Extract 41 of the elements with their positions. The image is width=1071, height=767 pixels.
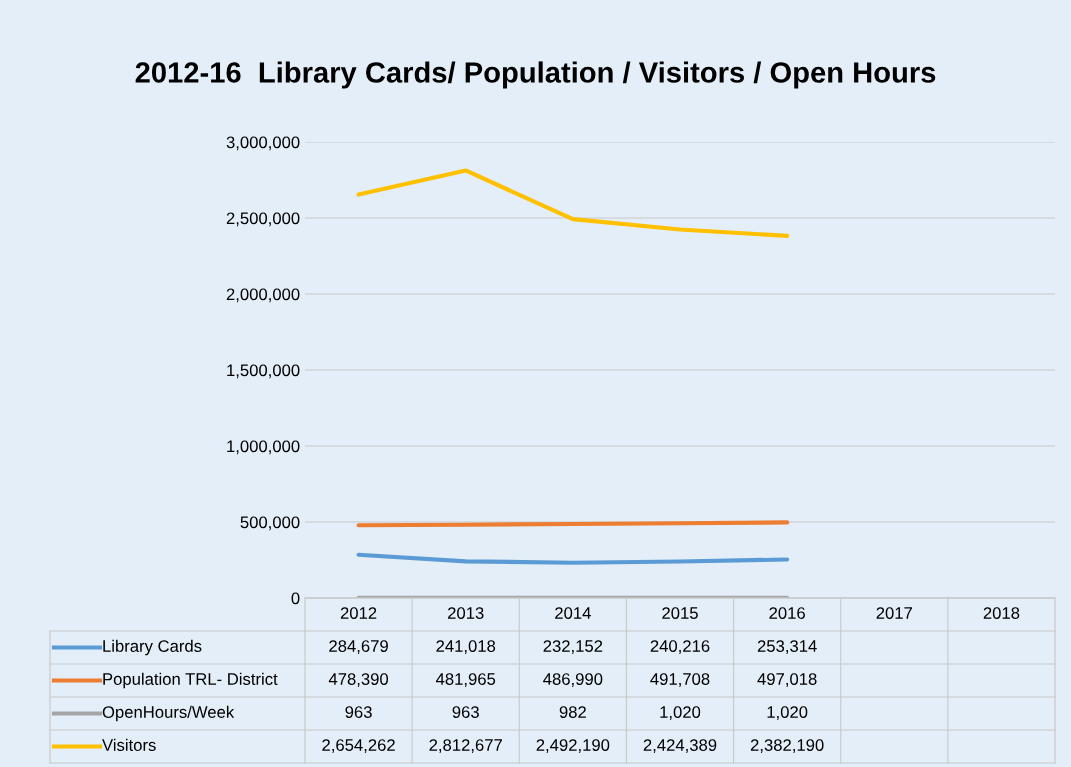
- y-tick-label: 2,000,000: [226, 288, 300, 303]
- x-tick-label: 2015: [662, 607, 698, 619]
- data-label: 241,018: [436, 640, 496, 654]
- line-series: [356, 552, 790, 565]
- data-label: 2,812,677: [429, 739, 502, 753]
- data-label: 284,679: [329, 640, 388, 654]
- y-tick-label: 0: [291, 592, 300, 605]
- data-label: 240,216: [650, 640, 710, 654]
- y-tick-label: 1,000,000: [227, 440, 300, 455]
- data-label: 486,990: [543, 673, 603, 687]
- data-label: 491,708: [650, 673, 710, 687]
- x-tick-label: 2013: [448, 607, 484, 619]
- data-label: 253,314: [757, 640, 817, 654]
- x-tick-label: 2014: [555, 607, 591, 619]
- x-tick-label: 2018: [983, 607, 1020, 619]
- data-label: 963: [345, 706, 372, 718]
- legend-label: Population TRL- District: [103, 672, 278, 689]
- legend-label: Visitors: [102, 738, 156, 751]
- data-label: 1,020: [767, 706, 808, 720]
- x-tick-label: 2017: [876, 607, 912, 619]
- data-label: 2,382,190: [750, 739, 824, 753]
- y-tick-label: 500,000: [240, 516, 300, 531]
- data-label: 497,018: [757, 673, 817, 687]
- data-label: 232,152: [543, 640, 603, 654]
- data-label: 481,965: [435, 673, 496, 687]
- data-label: 963: [452, 706, 479, 718]
- legend-label: Library Cards: [103, 639, 202, 656]
- data-label: 2,492,190: [536, 739, 610, 753]
- data-label: 1,020: [660, 706, 701, 720]
- data-label: 982: [559, 706, 586, 718]
- data-label: 2,424,389: [643, 739, 717, 753]
- y-tick-label: 1,500,000: [227, 364, 300, 379]
- chart-title: 2012-16 Library Cards/ Population / Visitors / Open Hours: [135, 61, 936, 89]
- x-tick-label: 2012: [340, 607, 377, 619]
- line-series: [356, 168, 790, 238]
- legend-label: OpenHours/Week: [102, 705, 235, 722]
- y-tick-label: 2,500,000: [226, 212, 300, 227]
- data-label: 2,654,262: [322, 739, 395, 753]
- y-tick-label: 3,000,000: [226, 136, 300, 151]
- x-tick-label: 2016: [769, 607, 805, 619]
- data-label: 478,390: [328, 673, 389, 687]
